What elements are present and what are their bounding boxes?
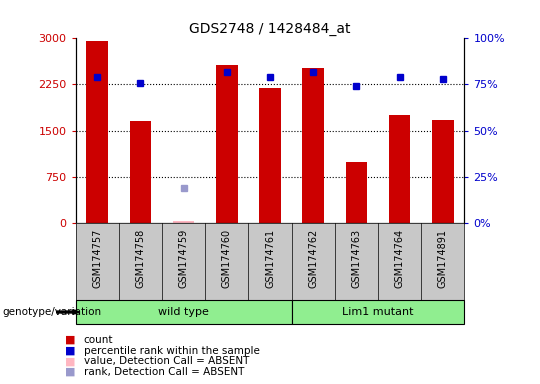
- Bar: [346, 162, 367, 223]
- Text: GSM174763: GSM174763: [352, 229, 361, 288]
- Title: GDS2748 / 1428484_at: GDS2748 / 1428484_at: [189, 22, 351, 36]
- Text: ■: ■: [65, 367, 75, 377]
- FancyBboxPatch shape: [76, 300, 292, 324]
- Bar: [302, 68, 324, 223]
- Text: value, Detection Call = ABSENT: value, Detection Call = ABSENT: [84, 356, 249, 366]
- Text: genotype/variation: genotype/variation: [3, 307, 102, 317]
- Text: GSM174757: GSM174757: [92, 229, 102, 288]
- Text: percentile rank within the sample: percentile rank within the sample: [84, 346, 260, 356]
- Bar: [173, 221, 194, 223]
- FancyBboxPatch shape: [292, 300, 464, 324]
- Bar: [259, 88, 281, 223]
- Bar: [86, 41, 108, 223]
- Text: ■: ■: [65, 346, 75, 356]
- Text: count: count: [84, 335, 113, 345]
- Text: rank, Detection Call = ABSENT: rank, Detection Call = ABSENT: [84, 367, 244, 377]
- Text: GSM174760: GSM174760: [222, 229, 232, 288]
- Text: wild type: wild type: [158, 307, 209, 317]
- Bar: [130, 121, 151, 223]
- Text: GSM174761: GSM174761: [265, 229, 275, 288]
- Text: Lim1 mutant: Lim1 mutant: [342, 307, 414, 317]
- Text: ■: ■: [65, 356, 75, 366]
- Text: ■: ■: [65, 335, 75, 345]
- Text: GSM174764: GSM174764: [395, 229, 404, 288]
- Text: GSM174762: GSM174762: [308, 229, 318, 288]
- Text: GSM174759: GSM174759: [179, 229, 188, 288]
- Bar: [432, 120, 454, 223]
- Text: GSM174758: GSM174758: [136, 229, 145, 288]
- Bar: [389, 115, 410, 223]
- Text: GSM174891: GSM174891: [438, 229, 448, 288]
- Bar: [216, 65, 238, 223]
